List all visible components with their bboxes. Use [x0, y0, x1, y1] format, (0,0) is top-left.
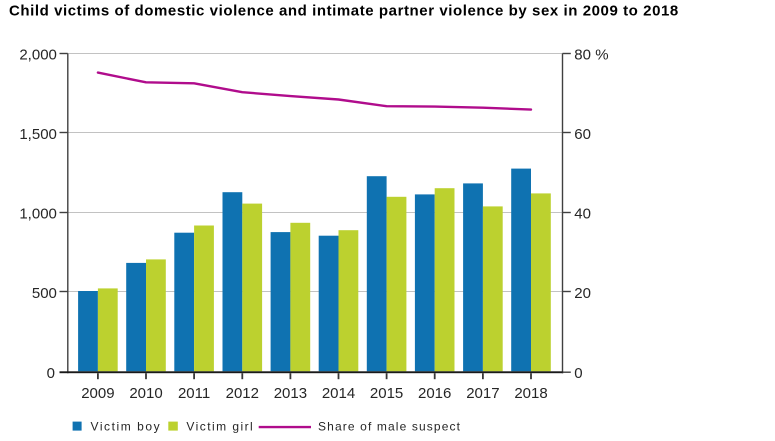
- svg-text:2012: 2012: [226, 385, 259, 402]
- svg-text:2018: 2018: [514, 385, 547, 402]
- svg-text:2017: 2017: [466, 385, 499, 402]
- svg-text:2013: 2013: [274, 385, 307, 402]
- svg-text:40: 40: [574, 205, 591, 222]
- svg-text:2,000: 2,000: [19, 46, 57, 63]
- svg-text:1,500: 1,500: [19, 126, 57, 143]
- svg-text:Victim girl: Victim girl: [186, 420, 254, 434]
- svg-text:500: 500: [32, 285, 57, 302]
- svg-text:2016: 2016: [418, 385, 451, 402]
- svg-text:2010: 2010: [129, 385, 162, 402]
- svg-text:Child victims of domestic viol: Child victims of domestic violence and i…: [9, 3, 679, 20]
- svg-text:0: 0: [47, 365, 55, 382]
- svg-text:2014: 2014: [322, 385, 355, 402]
- svg-text:80: 80: [574, 46, 591, 63]
- svg-text:%: %: [595, 46, 608, 63]
- svg-text:Share of male suspect: Share of male suspect: [318, 420, 461, 434]
- svg-text:20: 20: [574, 285, 591, 302]
- svg-text:0: 0: [574, 365, 582, 382]
- svg-text:1,000: 1,000: [19, 205, 57, 222]
- svg-text:2009: 2009: [81, 385, 114, 402]
- svg-text:2015: 2015: [370, 385, 403, 402]
- svg-text:60: 60: [574, 126, 591, 143]
- svg-text:2011: 2011: [178, 385, 210, 402]
- svg-text:Victim boy: Victim boy: [91, 420, 162, 434]
